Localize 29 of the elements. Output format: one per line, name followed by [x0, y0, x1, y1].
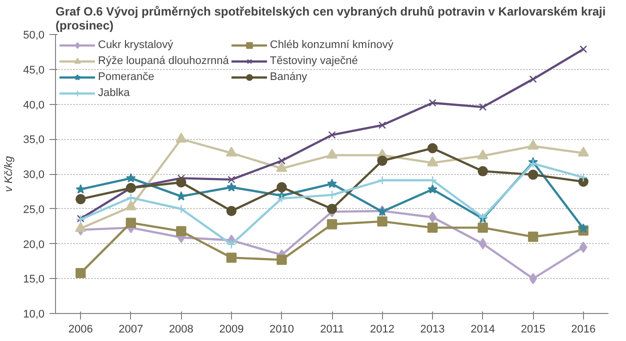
legend-label: Chléb konzumní kmínový: [270, 38, 394, 52]
x-tick-label: 2010: [269, 324, 294, 336]
x-tick-label: 2011: [320, 324, 344, 336]
legend-label: Pomeranče: [98, 70, 154, 84]
legend-label: Cukr krystalový: [98, 38, 174, 52]
legend-label: Jablka: [98, 86, 130, 100]
x-tick-label: 2015: [520, 324, 546, 336]
y-tick-label: 20,0: [23, 238, 45, 251]
x-tick-label: 2008: [168, 324, 194, 336]
x-tick-label: 2016: [571, 324, 596, 336]
legend-label: Těstoviny vaječné: [270, 54, 358, 68]
y-tick-label: 40,0: [23, 99, 45, 112]
x-tick-label: 2006: [68, 324, 93, 336]
y-tick-label: 10,0: [23, 308, 45, 320]
legend-label: Banány: [270, 70, 308, 84]
y-axis-title: v Kč/kg: [3, 155, 16, 192]
x-tick-label: 2014: [470, 324, 496, 336]
y-tick-label: 45,0: [23, 64, 45, 76]
x-tick-label: 2013: [420, 324, 445, 336]
chart-title: Graf O.6 Vývoj průměrných spotřebitelských cen vybraných druhů potravin v Karlovarském kraji (prosinec): [56, 4, 606, 32]
legend-label: Rýže loupaná dlouhozrnná: [98, 54, 229, 68]
y-tick-label: 25,0: [23, 204, 45, 216]
x-tick-label: 2009: [219, 324, 244, 336]
y-tick-label: 50,0: [23, 30, 45, 42]
y-tick-label: 15,0: [23, 274, 45, 286]
y-tick-label: 30,0: [23, 169, 45, 181]
x-tick-label: 2007: [118, 324, 144, 336]
y-tick-label: 35,0: [23, 134, 45, 146]
x-tick-label: 2012: [370, 324, 395, 336]
